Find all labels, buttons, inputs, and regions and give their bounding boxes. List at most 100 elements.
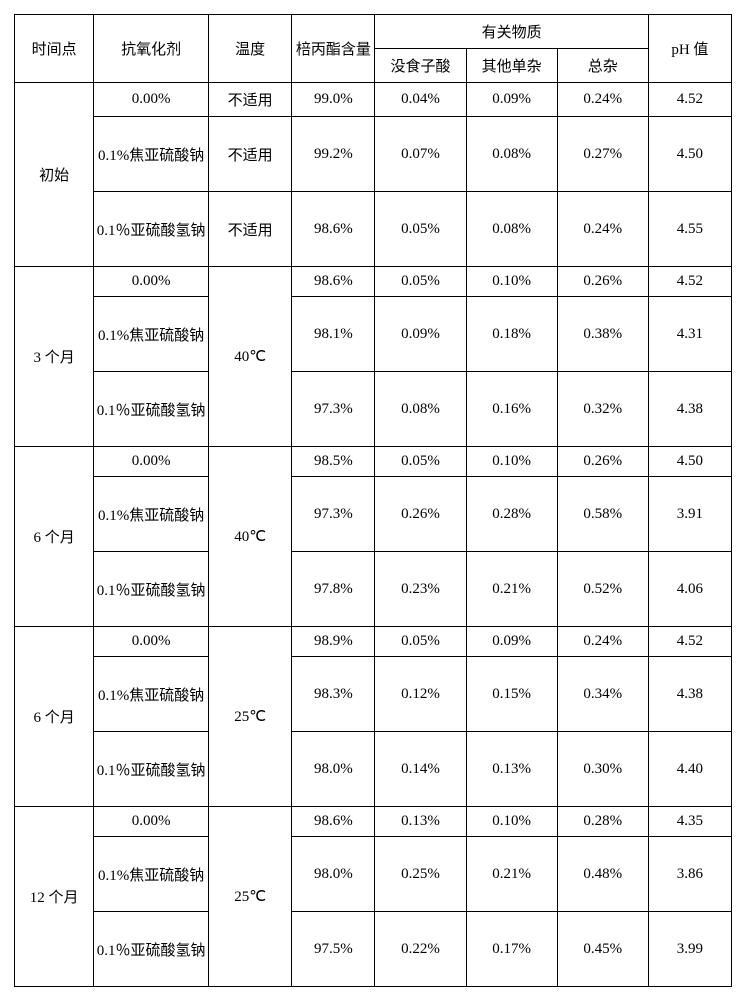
- cell-ph: 3.91: [648, 477, 731, 552]
- cell-antioxidant: 0.1％亚硫酸氢钠: [94, 192, 209, 267]
- cell-gallic-acid: 0.14%: [375, 732, 466, 807]
- cell-ph: 4.55: [648, 192, 731, 267]
- cell-total-impurity: 0.45%: [557, 912, 648, 987]
- cell-ph: 4.35: [648, 807, 731, 837]
- cell-antioxidant: 0.1%焦亚硫酸钠: [94, 117, 209, 192]
- cell-total-impurity: 0.32%: [557, 372, 648, 447]
- table-row: 0.1%焦亚硫酸钠不适用99.2%0.07%0.08%0.27%4.50: [15, 117, 732, 192]
- cell-ph: 4.52: [648, 267, 731, 297]
- cell-ph: 3.86: [648, 837, 731, 912]
- cell-temperature: 40℃: [209, 447, 292, 627]
- cell-temperature: 不适用: [209, 192, 292, 267]
- cell-antioxidant: 0.1％亚硫酸氢钠: [94, 732, 209, 807]
- cell-total-impurity: 0.52%: [557, 552, 648, 627]
- cell-antioxidant: 0.1%焦亚硫酸钠: [94, 657, 209, 732]
- cell-bbz: 99.0%: [292, 83, 375, 117]
- cell-bbz: 98.3%: [292, 657, 375, 732]
- table-row: 0.1%焦亚硫酸钠98.0%0.25%0.21%0.48%3.86: [15, 837, 732, 912]
- cell-temperature: 25℃: [209, 807, 292, 987]
- cell-total-impurity: 0.48%: [557, 837, 648, 912]
- cell-other-single: 0.18%: [466, 297, 557, 372]
- cell-total-impurity: 0.26%: [557, 267, 648, 297]
- cell-gallic-acid: 0.23%: [375, 552, 466, 627]
- cell-ph: 4.06: [648, 552, 731, 627]
- cell-antioxidant: 0.00%: [94, 807, 209, 837]
- cell-bbz: 97.3%: [292, 477, 375, 552]
- header-temperature: 温度: [209, 15, 292, 83]
- cell-time: 6 个月: [15, 627, 94, 807]
- cell-total-impurity: 0.34%: [557, 657, 648, 732]
- cell-gallic-acid: 0.07%: [375, 117, 466, 192]
- cell-bbz: 98.9%: [292, 627, 375, 657]
- cell-gallic-acid: 0.05%: [375, 447, 466, 477]
- cell-total-impurity: 0.26%: [557, 447, 648, 477]
- cell-bbz: 98.6%: [292, 267, 375, 297]
- cell-time: 12 个月: [15, 807, 94, 987]
- cell-antioxidant: 0.00%: [94, 83, 209, 117]
- cell-bbz: 98.1%: [292, 297, 375, 372]
- header-gallic-acid: 没食子酸: [375, 49, 466, 83]
- cell-other-single: 0.09%: [466, 83, 557, 117]
- cell-ph: 4.38: [648, 657, 731, 732]
- cell-antioxidant: 0.1%焦亚硫酸钠: [94, 837, 209, 912]
- cell-antioxidant: 0.00%: [94, 627, 209, 657]
- cell-total-impurity: 0.24%: [557, 83, 648, 117]
- table-row: 12 个月0.00%25℃98.6%0.13%0.10%0.28%4.35: [15, 807, 732, 837]
- cell-gallic-acid: 0.08%: [375, 372, 466, 447]
- cell-temperature: 不适用: [209, 117, 292, 192]
- cell-bbz: 99.2%: [292, 117, 375, 192]
- cell-total-impurity: 0.30%: [557, 732, 648, 807]
- cell-bbz: 98.6%: [292, 192, 375, 267]
- cell-gallic-acid: 0.09%: [375, 297, 466, 372]
- cell-bbz: 98.0%: [292, 837, 375, 912]
- cell-total-impurity: 0.27%: [557, 117, 648, 192]
- cell-other-single: 0.21%: [466, 552, 557, 627]
- cell-ph: 4.38: [648, 372, 731, 447]
- cell-time: 3 个月: [15, 267, 94, 447]
- stability-table: 时间点 抗氧化剂 温度 棓丙酯含量 有关物质 pH 值 没食子酸 其他单杂 总杂…: [14, 14, 732, 987]
- cell-gallic-acid: 0.26%: [375, 477, 466, 552]
- header-other-single: 其他单杂: [466, 49, 557, 83]
- cell-other-single: 0.15%: [466, 657, 557, 732]
- cell-other-single: 0.10%: [466, 807, 557, 837]
- cell-gallic-acid: 0.04%: [375, 83, 466, 117]
- header-total-impurity: 总杂: [557, 49, 648, 83]
- cell-total-impurity: 0.28%: [557, 807, 648, 837]
- cell-other-single: 0.10%: [466, 267, 557, 297]
- table-body: 初始0.00%不适用99.0%0.04%0.09%0.24%4.520.1%焦亚…: [15, 83, 732, 987]
- cell-ph: 4.52: [648, 627, 731, 657]
- cell-other-single: 0.08%: [466, 117, 557, 192]
- table-row: 0.1％亚硫酸氢钠不适用98.6%0.05%0.08%0.24%4.55: [15, 192, 732, 267]
- header-antioxidant: 抗氧化剂: [94, 15, 209, 83]
- cell-other-single: 0.08%: [466, 192, 557, 267]
- cell-ph: 4.31: [648, 297, 731, 372]
- cell-other-single: 0.09%: [466, 627, 557, 657]
- cell-bbz: 98.0%: [292, 732, 375, 807]
- header-related-substances: 有关物质: [375, 15, 648, 49]
- cell-antioxidant: 0.00%: [94, 267, 209, 297]
- cell-antioxidant: 0.1％亚硫酸氢钠: [94, 912, 209, 987]
- table-row: 3 个月0.00%40℃98.6%0.05%0.10%0.26%4.52: [15, 267, 732, 297]
- cell-temperature: 40℃: [209, 267, 292, 447]
- cell-other-single: 0.16%: [466, 372, 557, 447]
- table-row: 初始0.00%不适用99.0%0.04%0.09%0.24%4.52: [15, 83, 732, 117]
- cell-antioxidant: 0.1%焦亚硫酸钠: [94, 297, 209, 372]
- cell-bbz: 98.6%: [292, 807, 375, 837]
- cell-antioxidant: 0.1％亚硫酸氢钠: [94, 372, 209, 447]
- cell-ph: 3.99: [648, 912, 731, 987]
- cell-antioxidant: 0.00%: [94, 447, 209, 477]
- table-row: 6 个月0.00%40℃98.5%0.05%0.10%0.26%4.50: [15, 447, 732, 477]
- table-row: 0.1％亚硫酸氢钠98.0%0.14%0.13%0.30%4.40: [15, 732, 732, 807]
- cell-gallic-acid: 0.22%: [375, 912, 466, 987]
- cell-gallic-acid: 0.05%: [375, 267, 466, 297]
- cell-bbz: 97.8%: [292, 552, 375, 627]
- cell-total-impurity: 0.24%: [557, 192, 648, 267]
- cell-bbz: 97.5%: [292, 912, 375, 987]
- table-row: 0.1%焦亚硫酸钠97.3%0.26%0.28%0.58%3.91: [15, 477, 732, 552]
- cell-antioxidant: 0.1%焦亚硫酸钠: [94, 477, 209, 552]
- table-header: 时间点 抗氧化剂 温度 棓丙酯含量 有关物质 pH 值 没食子酸 其他单杂 总杂: [15, 15, 732, 83]
- cell-ph: 4.52: [648, 83, 731, 117]
- header-time: 时间点: [15, 15, 94, 83]
- header-ph: pH 值: [648, 15, 731, 83]
- cell-total-impurity: 0.24%: [557, 627, 648, 657]
